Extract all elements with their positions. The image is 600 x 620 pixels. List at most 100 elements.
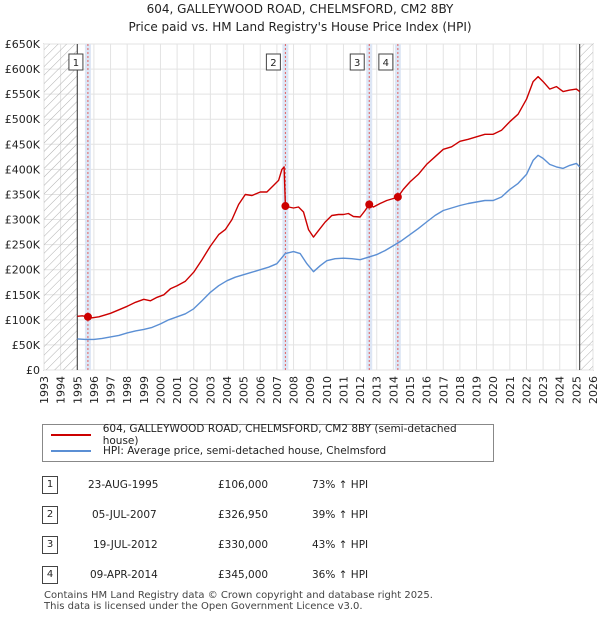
legend-label-hpi: HPI: Average price, semi-detached house,… [103,445,387,457]
x-tick-label: 2001 [171,376,184,404]
sale-price: £326,950 [218,509,269,521]
x-tick-label: 2004 [221,376,234,404]
sale-marker-box [265,53,281,71]
sale-marker-label: 4 [383,58,389,69]
sale-date: 09-APR-2014 [90,569,158,581]
legend-item-property: 604, GALLEYWOOD ROAD, CHELMSFORD, CM2 8B… [51,423,493,447]
x-tick-label: 2021 [504,376,517,404]
x-tick-label: 2025 [570,376,583,404]
x-tick-label: 2026 [587,376,600,404]
hpi-line [77,154,581,341]
sale-row: 4 09-APR-2014 £345,000 36% ↑ HPI [0,566,600,586]
y-tick-label: £50K [12,339,41,352]
x-tick-label: 2009 [304,376,317,404]
sale-point [83,312,92,321]
legend: 604, GALLEYWOOD ROAD, CHELMSFORD, CM2 8B… [42,423,494,462]
sale-number: 2 [42,506,58,524]
hatched-region [579,44,593,370]
x-tick-label: 2005 [238,376,251,404]
chart-subtitle: Price paid vs. HM Land Registry's House … [128,20,471,34]
sale-marker-label: 3 [354,58,360,69]
sale-price: £330,000 [218,539,269,551]
sale-highlight-band [394,44,401,370]
y-tick-label: £600K [5,63,41,76]
x-tick-label: 1999 [138,376,151,404]
sale-marker-box [349,53,365,71]
x-tick-label: 2012 [354,376,367,404]
footer-copyright: Contains HM Land Registry data © Crown c… [44,590,433,601]
legend-swatch-property [51,434,91,436]
x-tick-label: 2014 [387,376,400,404]
x-tick-label: 1995 [71,376,84,404]
sale-point [281,202,290,211]
x-tick-label: 2010 [321,376,334,404]
x-tick-label: 2024 [554,376,567,404]
sale-date: 05-JUL-2007 [92,509,157,521]
x-tick-label: 2017 [437,376,450,404]
footer: Contains HM Land Registry data © Crown c… [44,590,433,612]
y-tick-label: £300K [5,214,41,227]
hatched-region [44,44,78,370]
sale-row: 1 23-AUG-1995 £106,000 73% ↑ HPI [0,476,600,496]
y-tick-label: £0 [26,364,40,377]
legend-swatch-hpi [51,450,91,452]
sale-hpi-change: 36% ↑ HPI [312,569,369,581]
property-line [77,75,581,319]
x-tick-label: 2018 [454,376,467,404]
y-tick-label: £500K [5,113,41,126]
y-tick-label: £450K [5,138,41,151]
sale-marker-box [68,53,84,71]
y-tick-label: £200K [5,264,41,277]
x-tick-label: 1998 [121,376,134,404]
chart: 604, GALLEYWOOD ROAD, CHELMSFORD, CM2 8B… [5,2,600,404]
y-tick-label: £150K [5,289,41,302]
x-tick-label: 2002 [188,376,201,404]
sale-price: £345,000 [218,569,269,581]
x-tick-label: 2019 [471,376,484,404]
y-tick-label: £650K [5,38,41,51]
legend-item-hpi: HPI: Average price, semi-detached house,… [51,443,386,459]
sale-hpi-change: 43% ↑ HPI [312,539,369,551]
y-tick-label: £100K [5,314,41,327]
sale-point [393,192,402,201]
x-tick-label: 2006 [254,376,267,404]
x-tick-label: 2022 [520,376,533,404]
x-tick-label: 1993 [38,376,51,404]
plot-area [43,43,594,371]
sale-marker-box [378,53,394,71]
sale-number: 4 [42,566,58,584]
sale-hpi-change: 73% ↑ HPI [312,479,369,491]
x-tick-label: 2015 [404,376,417,404]
sale-hpi-change: 39% ↑ HPI [312,509,369,521]
sale-number: 3 [42,536,58,554]
sale-row: 2 05-JUL-2007 £326,950 39% ↑ HPI [0,506,600,526]
x-tick-label: 1996 [88,376,101,404]
sale-point [365,200,374,209]
sale-marker-label: 2 [270,58,276,69]
y-tick-label: £350K [5,188,41,201]
sale-number: 1 [42,476,58,494]
x-tick-label: 2008 [288,376,301,404]
y-tick-label: £250K [5,239,41,252]
x-tick-label: 1997 [105,376,118,404]
legend-label-property: 604, GALLEYWOOD ROAD, CHELMSFORD, CM2 8B… [102,423,457,447]
x-tick-label: 2013 [371,376,384,404]
x-tick-label: 2007 [271,376,284,404]
sale-row: 3 19-JUL-2012 £330,000 43% ↑ HPI [0,536,600,556]
y-tick-label: £550K [5,88,41,101]
x-tick-label: 2023 [537,376,550,404]
x-tick-label: 2003 [204,376,217,404]
x-tick-label: 2011 [337,376,350,404]
sale-date: 23-AUG-1995 [88,479,159,491]
x-tick-label: 2016 [421,376,434,404]
x-tick-label: 2000 [154,376,167,404]
y-tick-label: £400K [5,163,41,176]
sale-date: 19-JUL-2012 [93,539,158,551]
x-tick-label: 1994 [55,376,68,404]
sale-marker-label: 1 [73,58,79,69]
chart-title: 604, GALLEYWOOD ROAD, CHELMSFORD, CM2 8B… [147,2,454,16]
sale-highlight-band [84,44,91,370]
sale-price: £106,000 [218,479,269,491]
x-tick-label: 2020 [487,376,500,404]
footer-licence: This data is licensed under the Open Gov… [44,601,363,612]
